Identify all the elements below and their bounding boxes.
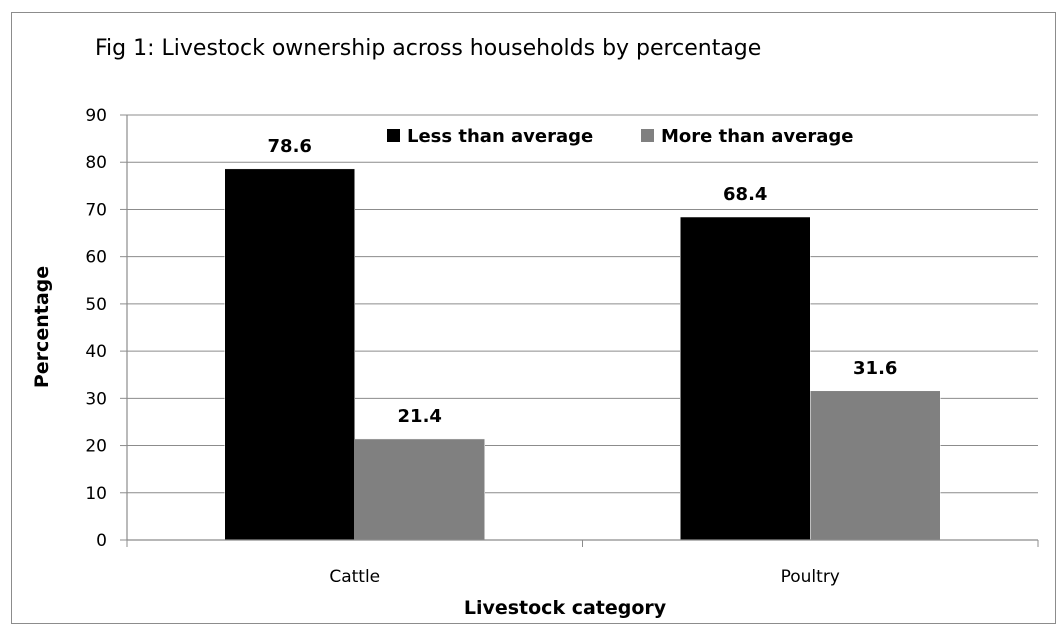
y-tick-label: 70 xyxy=(85,200,107,220)
data-labels: 78.6 68.4 21.4 31.6 xyxy=(268,136,898,427)
y-tick-label: 60 xyxy=(85,248,107,268)
legend: Less than average More than average xyxy=(387,126,853,147)
y-tick-label: 30 xyxy=(85,389,107,409)
axes xyxy=(120,114,1039,547)
x-category-label: Poultry xyxy=(781,567,840,587)
y-tick-label: 40 xyxy=(85,342,107,362)
data-label: 68.4 xyxy=(723,184,767,205)
legend-swatch xyxy=(387,129,400,142)
x-category-label: Cattle xyxy=(329,567,380,587)
bar-more-than-average-cattle xyxy=(354,438,485,541)
y-axis-title: Percentage xyxy=(31,266,53,388)
x-axis-title: Livestock category xyxy=(464,597,667,619)
y-tick-label: 50 xyxy=(85,295,107,315)
data-label: 31.6 xyxy=(853,358,897,379)
y-tick-label: 80 xyxy=(85,153,107,173)
bar-less-than-average-cattle xyxy=(224,168,355,541)
x-category-labels: Cattle Poultry xyxy=(329,567,840,587)
legend-label: More than average xyxy=(661,126,853,147)
data-label: 21.4 xyxy=(398,406,442,427)
legend-swatch xyxy=(641,129,654,142)
legend-label: Less than average xyxy=(407,126,593,147)
bar-more-than-average-poultry xyxy=(810,390,941,541)
y-tick-labels: 0 10 20 30 40 50 60 70 80 90 xyxy=(85,106,107,551)
bar-less-than-average-poultry xyxy=(680,216,811,541)
bars xyxy=(224,168,941,541)
y-tick-label: 20 xyxy=(85,437,107,457)
chart-title: Fig 1: Livestock ownership across househ… xyxy=(95,36,761,61)
y-tick-label: 0 xyxy=(96,531,107,551)
data-label: 78.6 xyxy=(268,136,312,157)
y-tick-label: 10 xyxy=(85,484,107,504)
y-tick-label: 90 xyxy=(85,106,107,126)
